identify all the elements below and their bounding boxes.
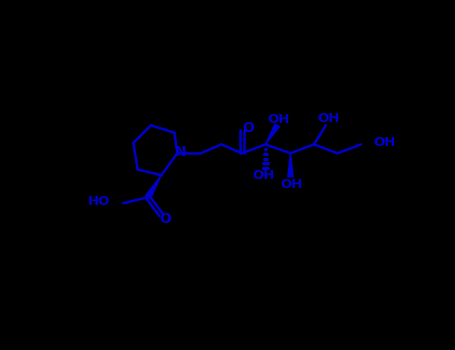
Polygon shape xyxy=(146,175,161,199)
Text: O: O xyxy=(243,121,254,135)
Text: HO: HO xyxy=(87,195,110,208)
Text: OH: OH xyxy=(374,136,396,149)
Text: N: N xyxy=(174,145,186,159)
Text: OH: OH xyxy=(317,112,339,125)
Text: OH: OH xyxy=(281,177,303,191)
Polygon shape xyxy=(288,153,293,177)
Text: OH: OH xyxy=(268,113,290,126)
Polygon shape xyxy=(266,124,279,145)
Text: O: O xyxy=(159,212,171,226)
Text: OH: OH xyxy=(253,169,275,182)
